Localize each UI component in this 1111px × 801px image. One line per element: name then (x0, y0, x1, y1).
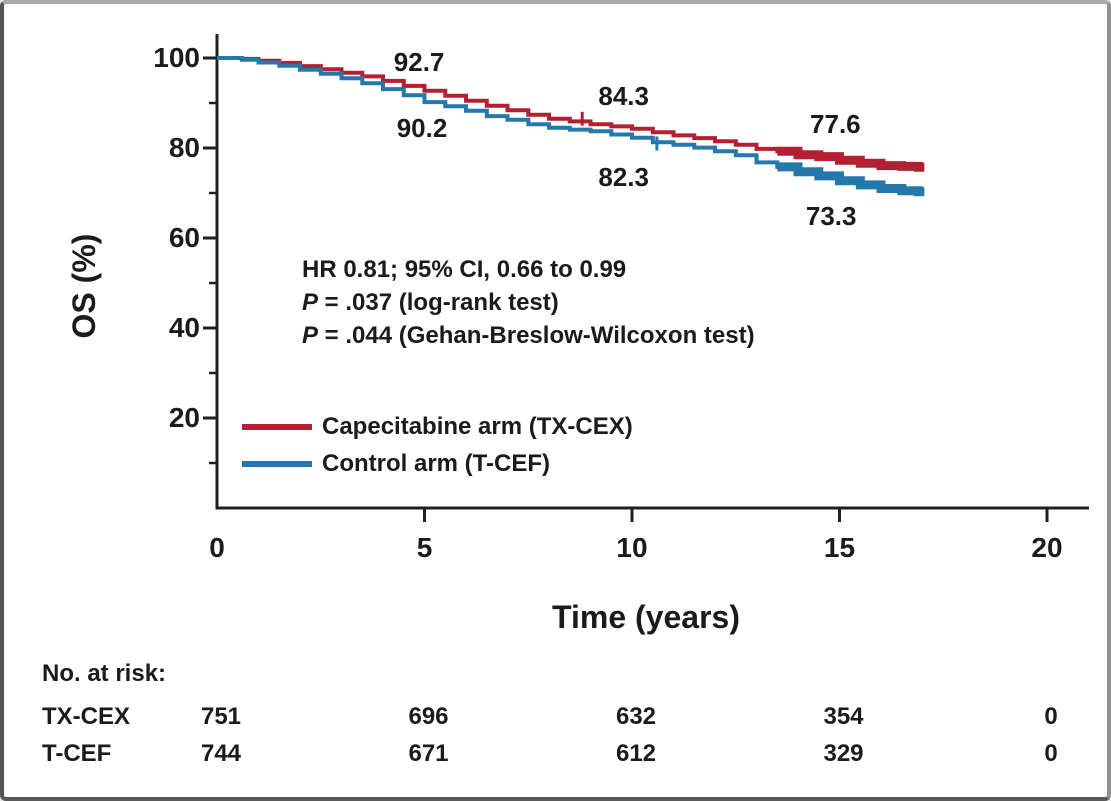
y-tick-label-20: 20 (168, 402, 200, 433)
p-symbol: P (302, 322, 319, 349)
stats-logrank-line: P = .037 (log-rank test) (302, 286, 755, 319)
risk-table-title: No. at risk: (42, 660, 167, 687)
x-axis-title: Time (years) (552, 599, 740, 635)
x-tick-label-15: 15 (823, 532, 856, 563)
risk-value: 744 (200, 740, 242, 767)
x-tick-label-0: 0 (209, 532, 225, 563)
risk-value: 671 (408, 740, 449, 767)
risk-value: 612 (615, 740, 657, 767)
y-tick-label-40: 40 (168, 312, 200, 343)
wilcoxon-text: = .044 (Gehan-Breslow-Wilcoxon test) (318, 322, 755, 349)
y-tick-label-60: 60 (168, 222, 200, 253)
y-tick-label-100: 100 (153, 42, 200, 73)
y-tick-label-80: 80 (168, 132, 200, 163)
risk-value: 696 (408, 703, 449, 730)
risk-value: 354 (823, 703, 864, 730)
legend-label-capecitabine: Capecitabine arm (TX-CEX) (322, 413, 633, 440)
risk-row-label-t-cef: T-CEF (42, 740, 112, 767)
anno-capecitabine-15yr: 77.6 (810, 109, 861, 140)
legend-label-control: Control arm (T-CEF) (322, 450, 550, 477)
x-tick-label-5: 5 (416, 532, 433, 563)
risk-row-label-tx-cex: TX-CEX (42, 703, 131, 730)
survival-curve-censor-dense-segment (777, 162, 925, 197)
p-symbol: P (302, 289, 319, 316)
stats-block: HR 0.81; 95% CI, 0.66 to 0.99 P = .037 (… (302, 253, 755, 352)
anno-capecitabine-5yr: 92.7 (393, 47, 445, 78)
anno-control-15yr: 73.3 (805, 200, 857, 231)
risk-value: 0 (1044, 740, 1058, 767)
anno-control-10yr: 82.3 (598, 161, 649, 192)
anno-capecitabine-10yr: 84.3 (598, 80, 649, 111)
x-tick-label-10: 10 (616, 532, 648, 563)
stats-wilcoxon-line: P = .044 (Gehan-Breslow-Wilcoxon test) (302, 319, 755, 352)
risk-value: 751 (200, 703, 242, 730)
stats-hr-line: HR 0.81; 95% CI, 0.66 to 0.99 (302, 256, 627, 283)
y-axis-title: OS (%) (66, 233, 102, 339)
anno-control-5yr: 90.2 (396, 113, 448, 144)
x-tick-label-20: 20 (1031, 532, 1063, 563)
risk-value: 0 (1044, 703, 1058, 730)
risk-value: 632 (615, 703, 657, 730)
risk-value: 329 (823, 740, 864, 767)
survival-curve-censor-dense-segment (777, 146, 925, 172)
survival-chart-canvas (203, 34, 1089, 522)
logrank-text: = .037 (log-rank test) (318, 289, 559, 316)
